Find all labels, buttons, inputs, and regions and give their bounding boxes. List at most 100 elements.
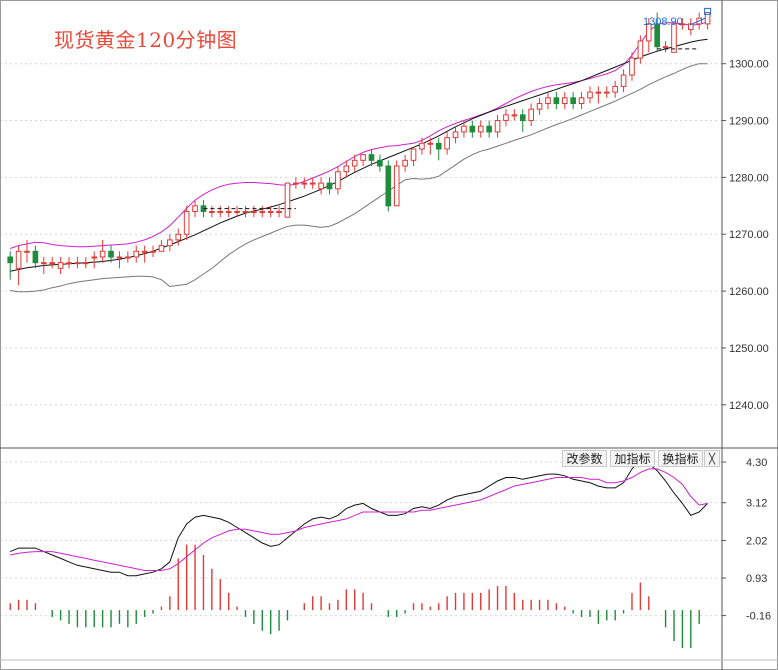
price-tick-label: 1250.00 [729,343,769,355]
candle-body [645,23,652,42]
candle [545,92,551,110]
macd-grid [0,461,722,617]
candle-body [167,239,173,247]
candle-body [57,262,64,269]
candle [301,177,308,189]
candle-body [578,97,585,104]
candle [158,239,165,252]
candle [444,131,450,155]
macd-tick-label: 4.30 [746,457,767,469]
candle [536,97,543,115]
candle-body [293,182,299,185]
candle-body [242,211,249,214]
candle-body [158,245,165,252]
candle [83,256,89,269]
candle [192,200,198,218]
candle-body [629,57,635,76]
candle-body [545,97,551,104]
candle-body [276,211,282,214]
candle-body [687,23,694,31]
candle [570,92,576,110]
candle-body [494,120,501,133]
candle [679,18,686,30]
macd-dif-line [10,459,708,577]
candle [175,228,182,246]
switch-indicator-button[interactable]: 换指标 [658,450,703,467]
boll-upper-line [10,21,708,249]
add-indicator-button[interactable]: 加指标 [610,450,655,467]
candle [141,245,148,263]
macd-tick-label: 0.93 [746,573,767,585]
candle-body [32,250,39,264]
price-tick-label: 1280.00 [729,172,769,184]
candle-body [503,114,509,122]
change-params-button[interactable]: 改参数 [562,450,607,467]
candle [528,103,534,127]
candle-body [654,23,660,48]
candle-body [141,250,148,253]
price-axis: 1240.00 1250.00 1260.00 1270.00 1280.00 1290.… [722,59,769,412]
candle-body [66,262,72,265]
candle-body [620,74,627,87]
candle [74,256,81,269]
candle [57,256,64,275]
candle-body [393,165,400,207]
candle [469,120,476,138]
candle-body [217,211,224,214]
candle-body [24,250,30,253]
candle [335,166,341,195]
candle [662,40,669,53]
chart-title: 现货黄金120分钟图 [54,28,238,52]
candle-body [477,125,484,133]
macd-tick-label: 3.12 [746,498,767,510]
candle-body [486,125,492,133]
candle [234,205,240,218]
candle [133,245,140,263]
macd-lines [10,459,708,577]
macd-dea-line [10,468,708,571]
candle [402,154,408,172]
annotation-marker [704,7,712,15]
candle-body [419,142,425,150]
candle [704,12,711,30]
candle [612,80,618,98]
candle [309,177,316,189]
boll-bands [10,21,708,293]
candle-body [41,262,47,265]
candle-body [91,256,98,259]
macd-histogram [9,544,700,648]
candle [116,251,123,269]
candle [587,86,593,104]
boll-lower-line [10,63,708,293]
boll-mid-line [10,38,708,272]
candle [427,137,434,155]
candle [385,160,392,212]
candle [645,18,652,53]
close-icon[interactable]: ╳ [704,450,720,467]
annotation-pointer [689,17,706,26]
candle [183,205,190,240]
candle-body [469,125,476,133]
candle-body [234,211,240,214]
candle [629,52,635,81]
candle [393,160,400,207]
candle-body [553,97,560,104]
candle-body [225,211,232,214]
candle [91,251,98,269]
candle-body [7,256,14,264]
candle-body [133,250,140,258]
candle [242,205,249,218]
candle-body [343,165,350,173]
macd-tick-label: -0.16 [746,611,771,623]
candle [595,86,602,104]
candle-body [351,159,358,167]
candle-body [108,250,114,258]
candle [461,120,467,138]
candle-body [435,142,442,150]
candle-body [662,46,669,49]
candle [620,69,627,93]
candle [637,35,644,64]
candle [687,18,694,36]
